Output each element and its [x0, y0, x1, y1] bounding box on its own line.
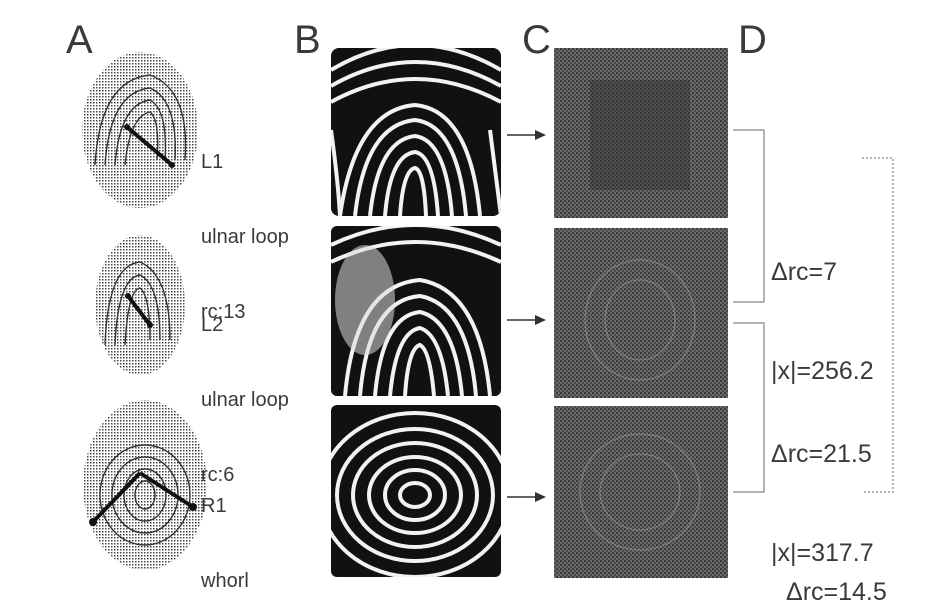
arrow-row-2 — [507, 315, 546, 325]
bracket-l2-r1 — [733, 323, 764, 492]
enhanced-print-l1 — [331, 45, 501, 216]
panel-letter-b: B — [294, 20, 321, 60]
finger-label-r1: R1 whorl rc: 21+(0.5*13) =27.5 — [201, 444, 306, 600]
finger-id: L1 — [201, 150, 289, 175]
comparison-l1-r1: Δrc=14.5 |x|=343.7 — [786, 510, 889, 600]
delta-rc: Δrc=7 — [771, 256, 874, 289]
enhanced-print-l2 — [331, 225, 501, 396]
feature-map-r1 — [554, 406, 728, 578]
enhanced-print-r1 — [320, 405, 510, 577]
finger-id: L2 — [201, 313, 289, 338]
bracket-l1-l2 — [733, 130, 764, 302]
feature-map-l1 — [554, 48, 728, 218]
panel-letter-d: D — [738, 20, 767, 60]
finger-id: R1 — [201, 494, 306, 519]
delta-rc: Δrc=14.5 — [786, 576, 889, 600]
delta-rc: Δrc=21.5 — [771, 438, 874, 471]
panel-letter-a: A — [66, 20, 93, 60]
fingerprint-impression-r1 — [83, 400, 207, 570]
pattern-type: whorl — [201, 569, 306, 594]
arrow-row-3 — [507, 492, 546, 502]
fingerprint-impression-l2 — [95, 235, 185, 375]
feature-map-l2 — [554, 228, 728, 398]
pattern-type: ulnar loop — [201, 225, 289, 250]
fingerprint-impression-l1 — [82, 52, 198, 208]
panel-letter-c: C — [522, 20, 551, 60]
pattern-type: ulnar loop — [201, 388, 289, 413]
arrow-row-1 — [507, 130, 546, 140]
